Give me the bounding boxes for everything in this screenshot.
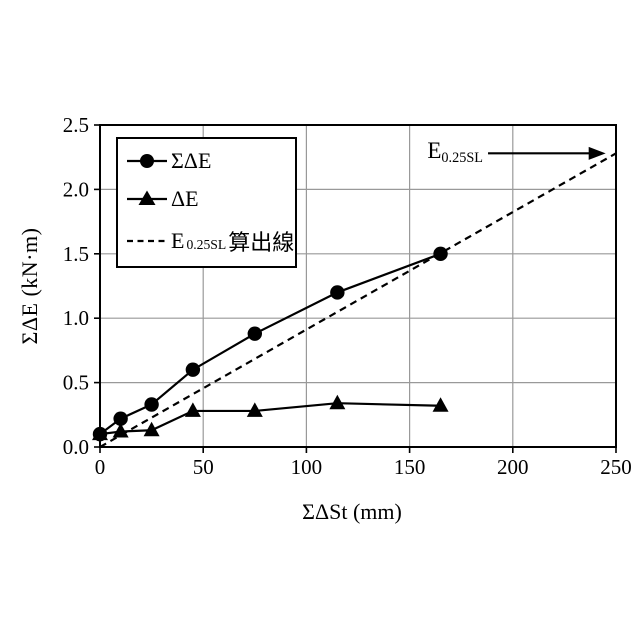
annotation-label-subscript: 0.25SL [441,150,483,167]
y-tick-label: 0.0 [63,435,89,459]
data-point-triangle [246,402,263,417]
data-point-circle [92,426,108,442]
legend-item-calculation-line: E 0.25SL 算出線 [125,225,295,257]
data-point-circle [247,326,262,341]
legend-item-sigma-delta-e: ΣΔE [125,148,293,174]
legend-label-subscript: 0.25SL [186,236,227,252]
data-point-triangle [184,402,201,417]
x-tick-label: 50 [193,455,214,479]
x-tick-label: 150 [394,455,426,479]
y-tick-label: 1.5 [63,242,89,266]
data-point-triangle [329,394,346,410]
data-point-circle [113,411,128,426]
data-point-triangle [432,397,449,412]
data-point-triangle [143,421,160,437]
y-tick-label: 0.5 [63,371,89,395]
data-point-triangle [112,423,129,438]
x-tick-label: 0 [95,455,106,479]
data-point-circle [433,246,448,261]
data-point-circle [185,362,201,377]
x-tick-label: 250 [600,455,632,479]
legend-label: ΔE [171,186,199,212]
annotation-label-main: E [427,138,442,163]
calculation-dashed-line [99,152,617,448]
dashed-line-icon [127,239,167,242]
plot-border [99,124,617,448]
triangle-marker-icon [127,190,167,206]
legend-box: ΣΔE ΔE E 0.25SL 算出線 [116,137,297,268]
data-point-circle [330,285,345,300]
y-axis-title: ΣΔE (kN·m) [17,227,42,345]
x-tick-label: 100 [291,455,323,479]
x-axis-title: ΣΔSt (mm) [302,499,402,524]
legend-label-suffix: 算出線 [228,229,295,255]
legend-label: E [171,227,185,253]
annotation-label: E0.25SL [0,138,483,167]
data-point-circle [144,397,159,412]
x-tick-label: 200 [497,455,529,479]
y-tick-label: 2.0 [63,177,89,201]
annotation-arrow-head [588,146,606,160]
y-tick-label: 2.5 [63,113,89,137]
legend-item-delta-e: ΔE [125,186,293,212]
circle-marker-icon [127,154,167,169]
legend-label: ΣΔE [171,148,212,174]
y-tick-label: 1.0 [63,306,89,330]
